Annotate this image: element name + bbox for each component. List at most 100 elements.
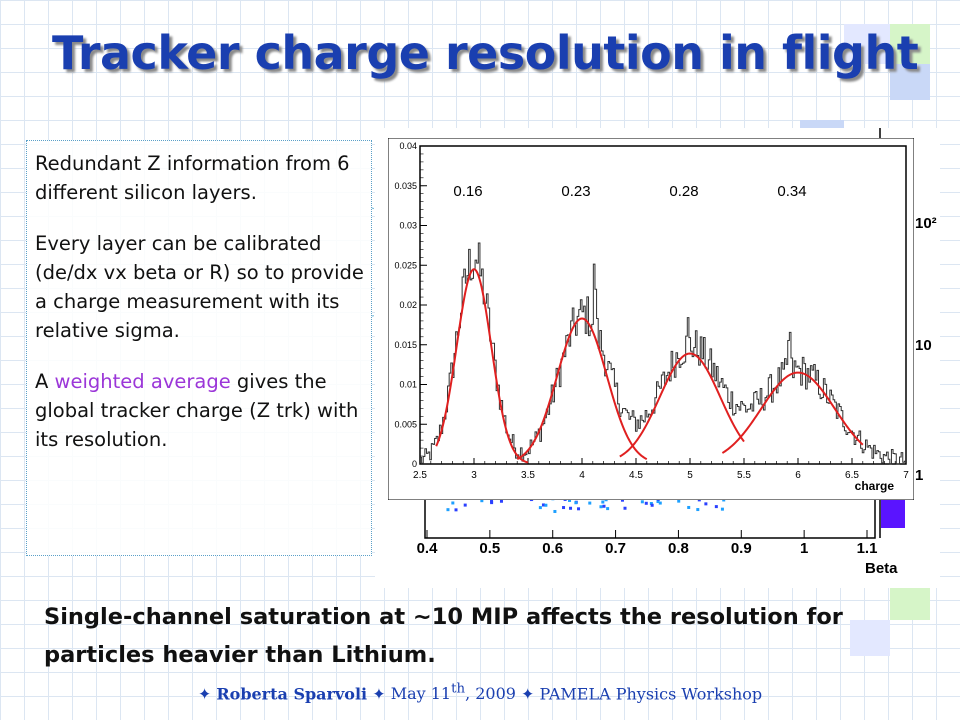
paragraph-calibration: Every layer can be calibrated (de/dx vx … <box>35 232 364 342</box>
beta-tick-label: 0.9 <box>731 540 752 557</box>
x-tick-label: 5.5 <box>737 470 751 481</box>
scatter-point <box>568 498 572 502</box>
y-tick-label: 0.035 <box>394 181 417 191</box>
footer-author: Roberta Sparvoli <box>216 684 368 704</box>
scatter-point <box>599 505 603 509</box>
y-tick-label: 0.02 <box>399 300 417 310</box>
scatter-point <box>601 500 605 504</box>
resolution-label: 0.28 <box>669 183 698 200</box>
color-scale-label: 10² <box>915 215 937 232</box>
scatter-point <box>463 503 467 507</box>
scatter-point <box>451 501 455 505</box>
y-tick-label: 0 <box>412 459 417 469</box>
scatter-point <box>714 505 718 509</box>
color-scale-label: 10 <box>915 337 932 354</box>
resolution-label: 0.34 <box>777 183 806 200</box>
scatter-point <box>574 501 578 505</box>
x-tick-label: 4 <box>579 470 585 481</box>
scatter-point <box>480 499 484 503</box>
x-tick-label: 6.5 <box>845 470 859 481</box>
beta-tick-label: 0.5 <box>479 540 500 557</box>
scatter-point <box>454 508 458 512</box>
scatter-point <box>538 506 542 510</box>
y-tick-label: 0.04 <box>399 141 417 151</box>
fit-curve <box>619 352 745 458</box>
scatter-point <box>677 499 681 503</box>
saturation-note-line2: particles heavier than Lithium. <box>44 642 436 668</box>
resolution-label: 0.16 <box>453 183 482 200</box>
scatter-point <box>446 508 450 512</box>
y-tick-label: 0.005 <box>394 419 417 429</box>
scatter-point <box>602 504 606 508</box>
beta-tick-label: 0.8 <box>668 540 689 557</box>
saturation-note-line1: Single-channel saturation at ~10 MIP aff… <box>44 604 843 630</box>
slide-title: Tracker charge resolution in flight <box>52 26 919 80</box>
scatter-point <box>720 507 724 511</box>
fit-curve <box>721 371 864 454</box>
x-tick-label: 2.5 <box>413 470 427 481</box>
deco-square <box>850 620 890 656</box>
fit-curve <box>516 317 648 461</box>
scatter-point <box>623 506 627 510</box>
scatter-point <box>606 507 610 511</box>
footer-event: PAMELA Physics Workshop <box>539 684 763 704</box>
beta-tick-label: 0.7 <box>605 540 626 557</box>
scatter-point <box>553 509 557 513</box>
star-icon: ✦ <box>197 684 212 704</box>
scatter-point <box>696 508 700 512</box>
y-tick-label: 0.025 <box>394 260 417 270</box>
description-box: Redundant Z information from 6 different… <box>26 140 372 556</box>
resolution-label: 0.23 <box>561 183 590 200</box>
deco-square <box>844 24 890 64</box>
scatter-point <box>541 503 545 507</box>
star-icon: ✦ <box>521 684 535 704</box>
footer: ✦ Roberta Sparvoli ✦ May 11th, 2009 ✦ PA… <box>0 682 960 703</box>
x-tick-label: 3 <box>471 470 477 481</box>
footer-date: May 11th, 2009 <box>390 682 516 704</box>
x-tick-label: 6 <box>795 470 801 481</box>
paragraph-layers: Redundant Z information from 6 different… <box>35 152 350 204</box>
text: gives the global tracker charge (Z trk) … <box>35 370 359 451</box>
scatter-point <box>644 501 648 505</box>
text: A <box>35 370 55 393</box>
charge-axis-label: charge <box>855 479 895 493</box>
x-tick-label: 7 <box>903 470 909 481</box>
text: th <box>451 682 466 697</box>
beta-tick-label: 1.1 <box>857 540 878 557</box>
scatter-point <box>490 499 494 503</box>
scatter-point <box>562 506 566 510</box>
beta-tick-label: 0.4 <box>417 540 439 557</box>
color-scale-label: 1 <box>915 467 923 484</box>
highlight-text: weighted average <box>54 370 231 393</box>
y-tick-label: 0.015 <box>394 340 417 350</box>
scatter-point <box>569 506 573 510</box>
deco-square <box>890 64 930 100</box>
scatter-point <box>499 499 503 503</box>
scatter-point <box>588 501 592 505</box>
paragraph-weighted-average: A weighted average gives the global trac… <box>35 367 365 454</box>
fit-curve <box>435 268 529 464</box>
scatter-point <box>649 501 653 505</box>
deco-square <box>890 24 930 64</box>
saturation-note: Single-channel saturation at ~10 MIP aff… <box>44 598 843 674</box>
scatter-point <box>650 503 654 507</box>
scatter-point <box>620 498 624 502</box>
charge-histogram-plot: 2.5 3 3.5 4 4.5 5 5.5 6 6.5 7 0 0.005 0.01 0.015 0.02… <box>388 138 914 500</box>
text: May 11 <box>390 684 452 704</box>
text: , 2009 <box>465 684 516 704</box>
scatter-point <box>656 500 660 504</box>
scatter-point <box>577 507 581 511</box>
beta-tick-label: 0.6 <box>542 540 563 557</box>
scatter-point <box>658 501 662 505</box>
y-tick-label: 0.01 <box>399 380 417 390</box>
scatter-point <box>687 505 691 509</box>
scatter-point <box>704 502 708 506</box>
scatter-point <box>640 500 644 504</box>
beta-axis-label: Beta <box>865 560 898 577</box>
scatter-point <box>544 503 548 507</box>
star-icon: ✦ <box>372 684 386 704</box>
x-tick-label: 5 <box>687 470 693 481</box>
x-tick-label: 3.5 <box>521 470 535 481</box>
beta-tick-label: 1 <box>800 540 808 557</box>
y-tick-label: 0.03 <box>399 221 417 231</box>
